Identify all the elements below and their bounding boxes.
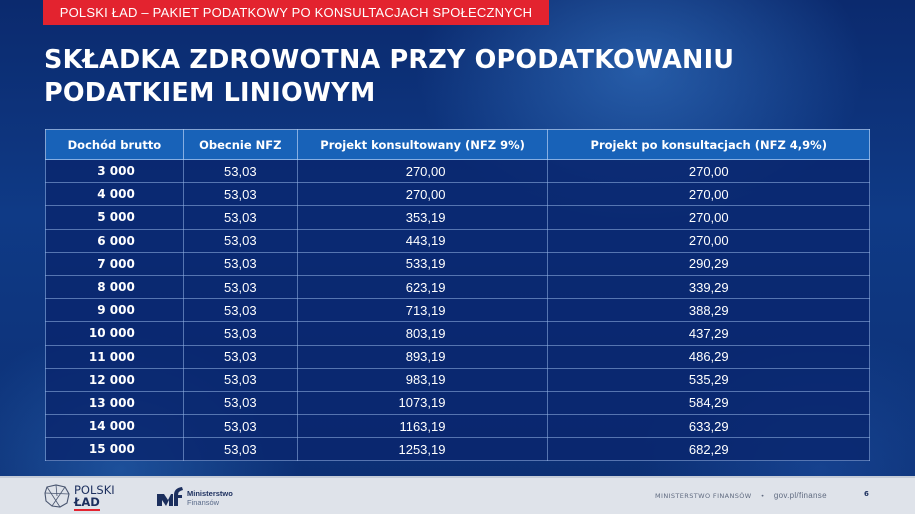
table-row: 6 000 53,03 443,19 270,00 [45,228,870,253]
footer-ministry-label: MINISTERSTWO FINANSÓW [655,491,752,500]
cell-income: 14 000 [45,414,184,439]
cell-post-consultation: 682,29 [547,437,870,462]
table-row: 13 000 53,03 1073,19 584,29 [45,390,870,416]
cell-consulted: 353,19 [296,205,549,230]
table-row: 9 000 53,03 713,19 388,29 [45,298,870,323]
table-row: 11 000 53,03 893,19 486,29 [45,344,870,369]
footer-separator: • [760,491,765,500]
cell-current-nfz: 53,03 [182,298,298,323]
cell-post-consultation: 270,00 [547,158,870,184]
cell-consulted: 803,19 [296,321,549,346]
cell-current-nfz: 53,03 [182,158,298,184]
polski-lad-logo-line2: ŁAD [74,495,100,511]
cell-post-consultation: 339,29 [547,274,870,300]
cell-current-nfz: 53,03 [182,274,298,300]
cell-consulted: 533,19 [296,251,549,276]
cell-current-nfz: 53,03 [182,228,298,253]
cell-current-nfz: 53,03 [182,251,298,276]
cell-consulted: 270,00 [296,182,549,207]
top-banner: POLSKI ŁAD – PAKIET PODATKOWY PO KONSULT… [43,0,549,25]
header-post-consultation-project: Projekt po konsultacjach (NFZ 4,9%) [547,129,870,160]
cell-consulted: 1253,19 [296,437,549,462]
cell-post-consultation: 584,29 [547,390,870,416]
footer-url-link[interactable]: gov.pl/finanse [773,491,827,500]
table-row: 10 000 53,03 803,19 437,29 [45,321,870,346]
table-row: 15 000 53,03 1253,19 682,29 [45,437,870,462]
cell-current-nfz: 53,03 [182,321,298,346]
cell-post-consultation: 535,29 [547,367,870,392]
ministry-logo-line1: Ministerstwo [187,489,233,498]
ministry-of-finance-logo: Ministerstwo Finansów [157,486,257,510]
cell-current-nfz: 53,03 [182,205,298,230]
table-row: 12 000 53,03 983,19 535,29 [45,367,870,392]
cell-income: 7 000 [45,251,184,276]
cell-income: 12 000 [45,367,184,392]
polski-lad-logo: POLSKI ŁAD [44,482,115,514]
cell-income: 6 000 [45,228,184,253]
cell-current-nfz: 53,03 [182,390,298,416]
cell-income: 4 000 [45,182,184,207]
footer-info: MINISTERSTWO FINANSÓW • gov.pl/finanse [655,491,827,500]
cell-income: 9 000 [45,298,184,323]
ministry-logo-line2: Finansów [187,498,220,507]
table-row: 7 000 53,03 533,19 290,29 [45,251,870,276]
cell-post-consultation: 270,00 [547,182,870,207]
cell-income: 10 000 [45,321,184,346]
contribution-table: Dochód brutto Obecnie NFZ Projekt konsul… [45,129,870,462]
cell-post-consultation: 633,29 [547,414,870,439]
cell-income: 13 000 [45,390,184,416]
polski-lad-logo-line1: POLSKI [74,483,115,497]
cell-post-consultation: 437,29 [547,321,870,346]
cell-income: 15 000 [45,437,184,462]
header-current-nfz: Obecnie NFZ [182,129,298,160]
cell-post-consultation: 290,29 [547,251,870,276]
cell-current-nfz: 53,03 [182,182,298,207]
mf-emblem-icon [157,487,183,506]
cell-income: 11 000 [45,344,184,369]
table-row: 5 000 53,03 353,19 270,00 [45,205,870,230]
page-title: SKŁADKA ZDROWOTNA PRZY OPODATKOWANIU POD… [44,44,864,110]
cell-current-nfz: 53,03 [182,367,298,392]
cell-income: 8 000 [45,274,184,300]
slide-background: POLSKI ŁAD – PAKIET PODATKOWY PO KONSULT… [0,0,915,476]
cell-post-consultation: 486,29 [547,344,870,369]
table-row: 4 000 53,03 270,00 270,00 [45,182,870,207]
cell-consulted: 1163,19 [296,414,549,439]
table-row: 14 000 53,03 1163,19 633,29 [45,414,870,439]
table-header-row: Dochód brutto Obecnie NFZ Projekt konsul… [45,129,870,160]
cell-consulted: 983,19 [296,367,549,392]
title-line-1: SKŁADKA ZDROWOTNA PRZY OPODATKOWANIU [44,45,735,75]
cell-consulted: 443,19 [296,228,549,253]
cell-consulted: 893,19 [296,344,549,369]
header-income: Dochód brutto [45,129,184,160]
cell-consulted: 270,00 [296,158,549,184]
cell-consulted: 623,19 [296,274,549,300]
cell-post-consultation: 388,29 [547,298,870,323]
cell-post-consultation: 270,00 [547,228,870,253]
cell-consulted: 1073,19 [296,390,549,416]
table-row: 8 000 53,03 623,19 339,29 [45,274,870,300]
cell-current-nfz: 53,03 [182,344,298,369]
header-consulted-project: Projekt konsultowany (NFZ 9%) [296,129,549,160]
cell-income: 3 000 [45,158,184,184]
poland-map-outline-icon [44,484,70,508]
cell-current-nfz: 53,03 [182,414,298,439]
cell-consulted: 713,19 [296,298,549,323]
title-line-2: PODATKIEM LINIOWYM [44,78,376,108]
table-row: 3 000 53,03 270,00 270,00 [45,158,870,184]
cell-income: 5 000 [45,205,184,230]
page-number: 6 [864,490,869,498]
footer-bar: POLSKI ŁAD Ministerstwo Finansów MINISTE… [0,476,915,514]
cell-current-nfz: 53,03 [182,437,298,462]
cell-post-consultation: 270,00 [547,205,870,230]
